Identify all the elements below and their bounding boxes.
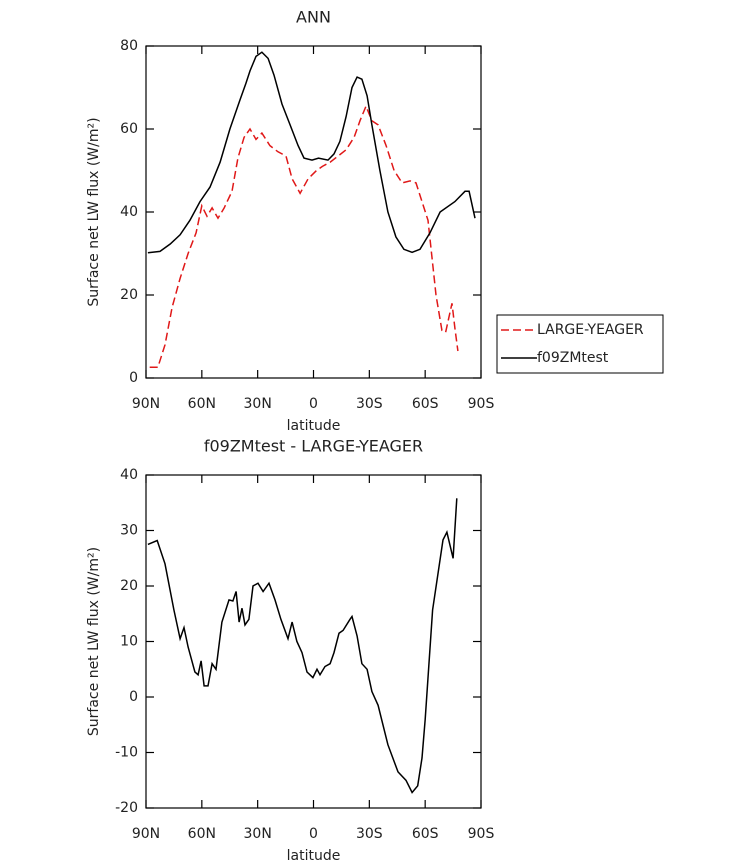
x-axis-label: latitude — [287, 418, 341, 434]
x-tick-label: 0 — [309, 396, 318, 412]
legend-box — [496, 314, 664, 374]
y-tick-label: -20 — [115, 800, 138, 816]
y-tick-label: -10 — [115, 745, 138, 761]
x-tick-label: 60N — [188, 826, 216, 842]
x-tick-label: 30S — [356, 396, 383, 412]
y-tick-label: 30 — [120, 523, 138, 539]
y-tick-label: 20 — [120, 287, 138, 303]
y-tick-label: 10 — [120, 634, 138, 650]
legend-label: LARGE-YEAGER — [537, 322, 644, 338]
x-axis-label: latitude — [287, 848, 341, 864]
legend-label: f09ZMtest — [537, 350, 609, 366]
x-tick-label: 90N — [132, 396, 160, 412]
series-line — [149, 104, 459, 368]
y-tick-label: 40 — [120, 467, 138, 483]
y-tick-label: 20 — [120, 578, 138, 594]
x-tick-label: 30S — [356, 826, 383, 842]
x-tick-label: 90S — [468, 396, 495, 412]
series-line — [147, 498, 458, 794]
x-tick-label: 30N — [244, 826, 272, 842]
y-axis-label: Surface net LW flux (W/m²) — [86, 117, 102, 306]
y-tick-label: 0 — [129, 370, 138, 386]
x-tick-label: 60N — [188, 396, 216, 412]
chart-title: ANN — [296, 8, 331, 27]
y-tick-label: 80 — [120, 38, 138, 54]
x-tick-label: 60S — [412, 396, 439, 412]
x-tick-label: 60S — [412, 826, 439, 842]
x-tick-label: 0 — [309, 826, 318, 842]
chart-title: f09ZMtest - LARGE-YEAGER — [204, 437, 423, 456]
y-tick-label: 0 — [129, 689, 138, 705]
y-axis-label: Surface net LW flux (W/m²) — [86, 547, 102, 736]
x-tick-label: 30N — [244, 396, 272, 412]
plot-frame — [145, 45, 482, 379]
x-tick-label: 90N — [132, 826, 160, 842]
y-tick-label: 40 — [120, 204, 138, 220]
y-tick-label: 60 — [120, 121, 138, 137]
x-tick-label: 90S — [468, 826, 495, 842]
series-line — [147, 51, 476, 254]
